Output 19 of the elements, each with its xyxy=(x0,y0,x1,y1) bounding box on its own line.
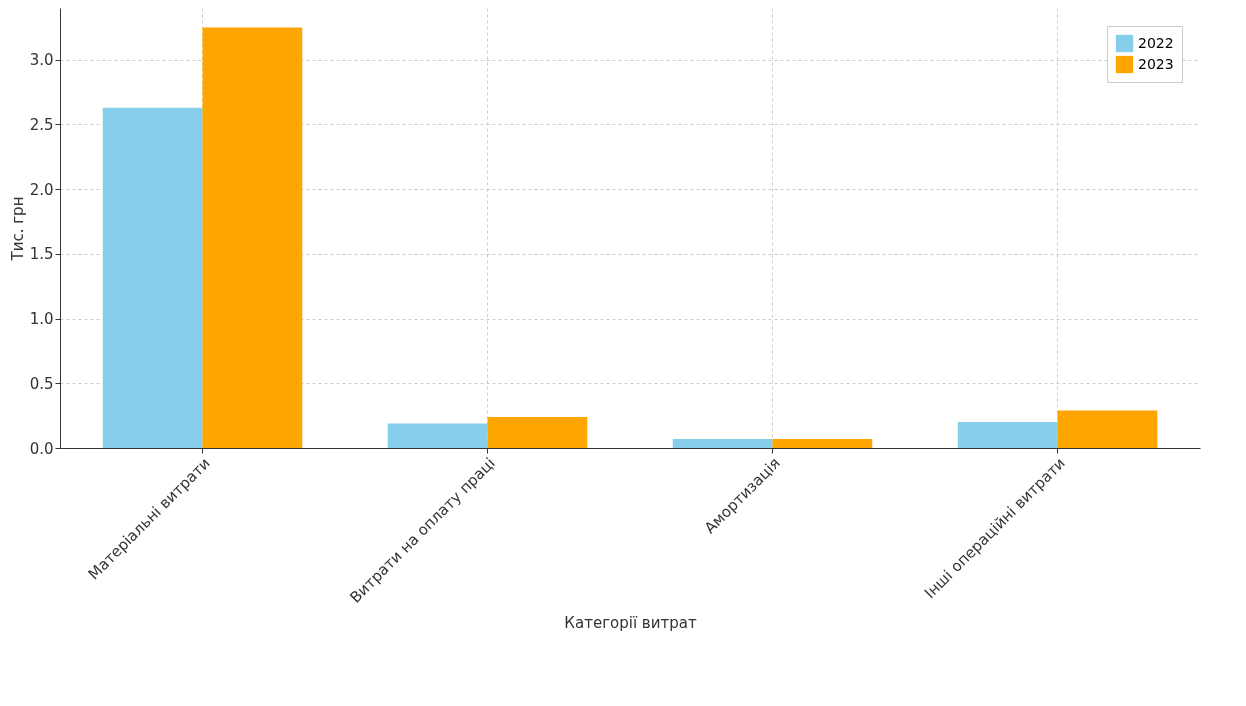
y-tick-label: 0.0 xyxy=(29,439,54,458)
bar xyxy=(487,416,588,448)
bar xyxy=(672,438,773,448)
legend-label: 2023 xyxy=(1138,55,1174,72)
legend-label: 2022 xyxy=(1138,34,1174,51)
y-tick-label: 3.0 xyxy=(29,51,54,70)
bar xyxy=(102,107,203,448)
y-tick-label: 0.5 xyxy=(29,374,54,393)
y-tick-label: 1.5 xyxy=(29,245,54,264)
x-axis-title: Категорії витрат xyxy=(564,613,697,632)
y-tick-label: 2.0 xyxy=(29,180,54,199)
y-tick-label: 1.0 xyxy=(29,310,54,329)
bar xyxy=(772,438,873,448)
y-axis-title: Тис. грн xyxy=(8,196,27,262)
bar xyxy=(387,423,488,448)
bar xyxy=(957,422,1058,448)
y-tick-label: 2.5 xyxy=(29,115,54,134)
bar xyxy=(202,27,303,448)
bar xyxy=(1057,410,1158,448)
